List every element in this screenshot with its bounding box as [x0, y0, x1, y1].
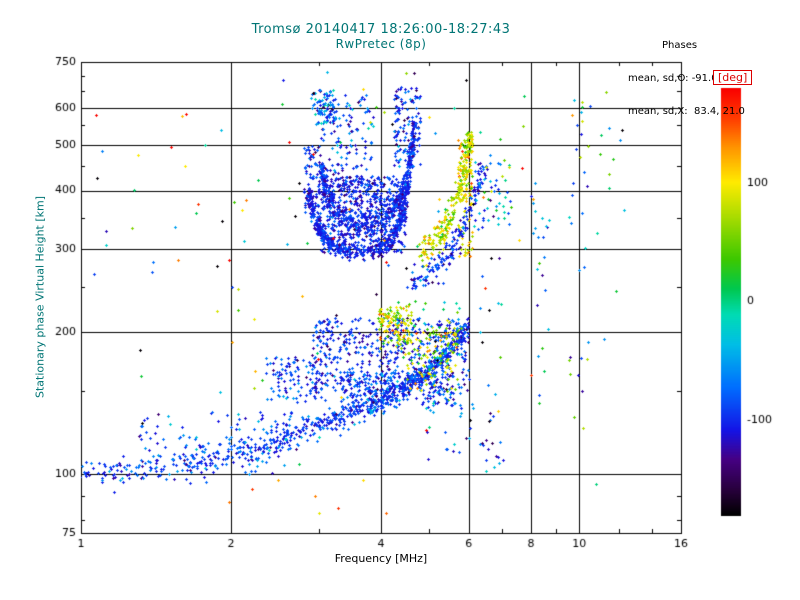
y-axis-label: Stationary phase Virtual Height [km]: [33, 195, 47, 399]
plot-title: Tromsø 20140417 18:26:00-18:27:43: [251, 22, 511, 37]
plot-subtitle: RwPretec (8p): [335, 37, 427, 51]
colorbar-units-label: [deg]: [713, 70, 753, 85]
x-axis-label: Frequency [MHz]: [334, 552, 428, 565]
phase-stats-x-mode: mean, sd,X: 83.4, 21.0: [628, 106, 745, 117]
phase-stats-header: Phases: [662, 40, 698, 51]
